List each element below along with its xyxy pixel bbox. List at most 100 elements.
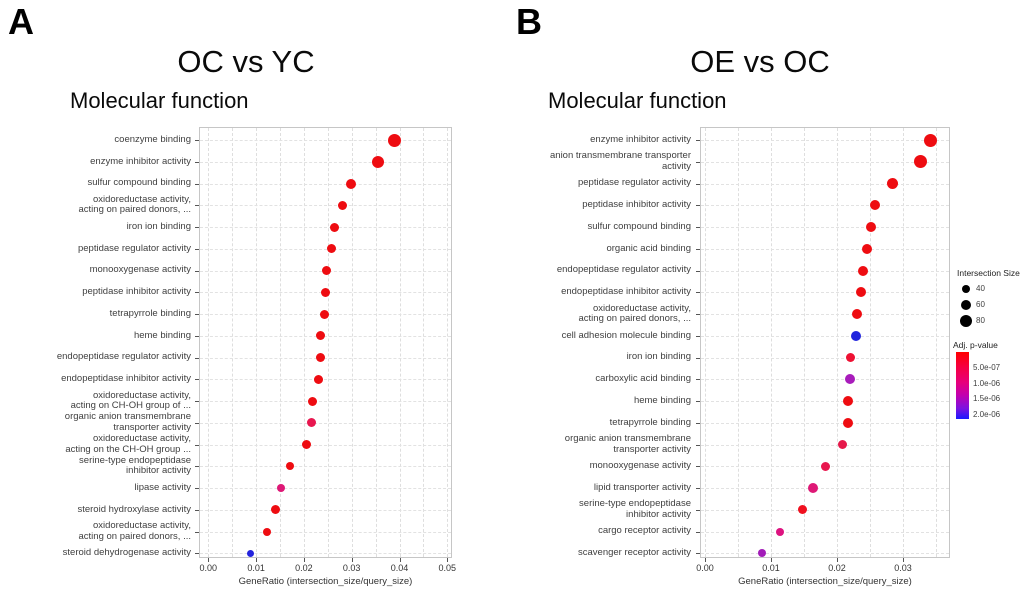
gridline	[200, 509, 451, 511]
gridline	[701, 401, 949, 402]
legend-pvalue-value: 1.0e-06	[973, 378, 1001, 388]
data-point	[855, 287, 866, 298]
panel-a-xaxis-label: GeneRatio (intersection_size/query_size)	[238, 576, 413, 587]
category-label: endopeptidase inhibitor activity	[561, 286, 691, 297]
y-tick	[696, 444, 700, 446]
gridline	[375, 128, 377, 557]
category-label: scavenger receptor activity	[578, 547, 691, 558]
x-tick	[351, 558, 353, 562]
gridline	[738, 128, 739, 557]
y-tick	[696, 488, 700, 489]
data-point	[924, 133, 938, 147]
gridline	[447, 128, 449, 557]
gridline	[200, 379, 451, 381]
gridline	[200, 444, 451, 446]
legend-size-title: Intersection Size	[957, 268, 1020, 278]
y-tick	[195, 183, 199, 185]
gridline	[701, 509, 949, 511]
x-tick	[208, 558, 210, 562]
data-point	[851, 309, 862, 319]
y-tick	[696, 227, 700, 228]
y-tick	[195, 335, 199, 337]
y-tick	[195, 292, 199, 294]
gridline	[701, 183, 949, 185]
category-label: iron ion binding	[626, 351, 691, 363]
data-point	[913, 155, 927, 169]
gridline	[200, 183, 451, 185]
y-tick	[195, 422, 199, 424]
category-label: steroid hydroxylase activity	[77, 503, 191, 515]
data-point	[262, 527, 271, 536]
gridline	[200, 227, 451, 228]
data-point	[838, 440, 848, 449]
data-point	[858, 265, 869, 276]
category-label: organic anion transmembrane transporter …	[564, 433, 691, 455]
data-point	[302, 440, 312, 449]
x-tick	[447, 558, 449, 562]
y-tick	[195, 227, 199, 228]
gridline	[200, 531, 451, 533]
y-tick	[195, 466, 199, 468]
data-point	[807, 483, 818, 493]
data-point	[315, 353, 325, 362]
x-tick-label: 0.01	[762, 563, 780, 573]
gridline	[200, 140, 451, 141]
y-tick	[696, 292, 700, 294]
data-point	[821, 461, 831, 471]
data-point	[851, 330, 862, 341]
gridline	[200, 401, 451, 402]
gridline	[200, 335, 451, 337]
category-label: serine-type endopeptidase inhibitor acti…	[579, 498, 691, 520]
legend-size-dot	[961, 300, 971, 310]
panel-b-title: OE vs OC	[690, 44, 830, 79]
category-label: oxidoreductase activity, acting on paire…	[578, 302, 692, 324]
data-point	[337, 200, 347, 210]
data-point	[315, 331, 325, 341]
category-label: oxidoreductase activity, acting on CH-OH…	[70, 389, 191, 411]
data-point	[314, 374, 324, 384]
category-label: organic acid binding	[606, 242, 691, 254]
data-point	[845, 353, 855, 362]
x-tick-label: 0.00	[199, 563, 218, 573]
category-label: lipid transporter activity	[593, 481, 691, 493]
y-tick	[696, 401, 700, 402]
category-label: oxidoreductase activity, acting on paire…	[78, 520, 192, 542]
data-point	[306, 418, 316, 428]
category-label: peptidase regulator activity	[577, 177, 691, 189]
y-tick	[195, 401, 199, 402]
category-label: endopeptidase inhibitor activity	[61, 373, 191, 384]
x-tick-label: 0.01	[247, 563, 265, 573]
gridline	[327, 128, 329, 557]
category-label: oxidoreductase activity, acting on the C…	[65, 433, 191, 455]
data-point	[776, 527, 785, 536]
gridline	[701, 379, 949, 381]
legend-size-value: 40	[976, 284, 985, 293]
x-tick	[903, 558, 904, 562]
gridline	[837, 128, 838, 557]
gridline	[870, 128, 871, 557]
category-label: carboxylic acid binding	[595, 373, 691, 384]
category-label: heme binding	[133, 329, 191, 341]
y-tick	[195, 248, 199, 250]
gridline	[701, 140, 949, 141]
data-point	[346, 178, 357, 189]
gridline	[200, 553, 451, 555]
gridline	[701, 422, 949, 424]
gridline	[232, 128, 234, 557]
gridline	[200, 488, 451, 489]
gridline	[200, 357, 451, 359]
gridline	[701, 205, 949, 207]
gridline	[701, 357, 949, 359]
gridline	[200, 248, 451, 250]
category-label: enzyme inhibitor activity	[590, 133, 691, 145]
legend-size-dot	[960, 315, 972, 327]
gridline	[705, 128, 706, 557]
y-tick	[696, 553, 700, 555]
legend-size-value: 60	[976, 300, 985, 309]
category-label: peptidase inhibitor activity	[82, 286, 191, 297]
gridline	[701, 292, 949, 294]
gridline	[701, 270, 949, 272]
data-point	[308, 396, 317, 406]
x-tick-label: 0.05	[438, 563, 457, 573]
gridline	[701, 553, 949, 555]
